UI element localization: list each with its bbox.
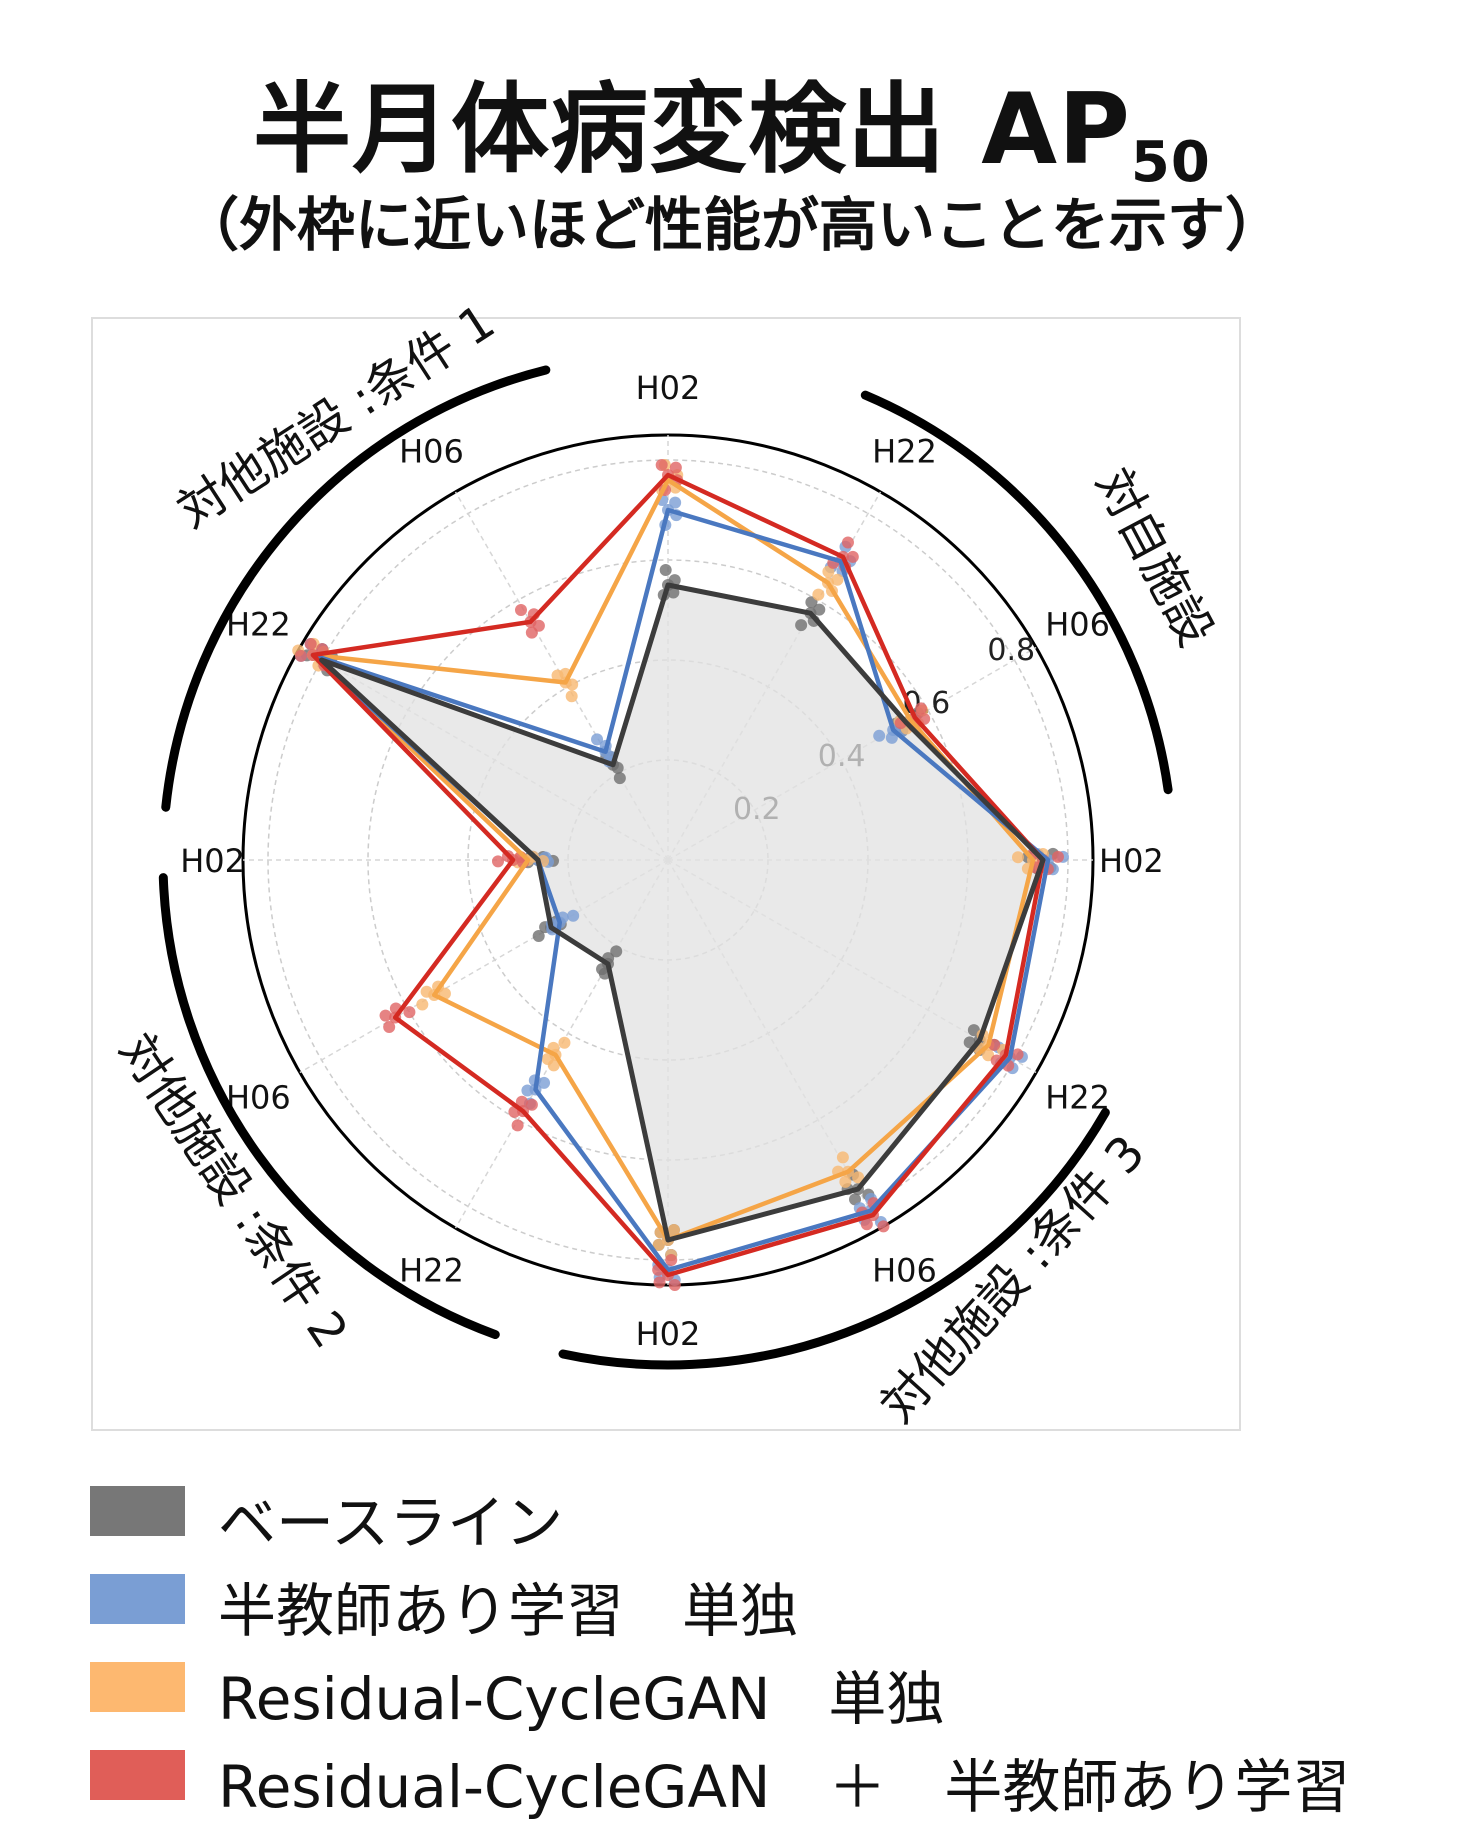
data-point (525, 1098, 538, 1111)
data-point (538, 1076, 551, 1089)
data-point (379, 1009, 392, 1022)
data-point (565, 690, 578, 703)
plot-frame (91, 317, 1241, 1431)
data-point (860, 1218, 873, 1231)
group-arc (161, 365, 551, 812)
legend-label: ベースライン (218, 1489, 564, 1557)
data-point (653, 1276, 666, 1289)
data-point (667, 1223, 680, 1236)
data-point (841, 536, 854, 549)
data-point (846, 550, 859, 563)
axis-label: H22 (226, 606, 291, 644)
axis-label: H06 (1045, 606, 1110, 644)
legend-label: Residual-CycleGAN ＋ 半教師あり学習 (218, 1753, 1351, 1821)
legend-label: Residual-CycleGAN 単独 (218, 1665, 945, 1733)
data-point (383, 1020, 396, 1033)
legend-swatch (90, 1750, 185, 1800)
data-point (877, 1220, 890, 1233)
axis-label: H02 (180, 842, 245, 880)
axis-label: H22 (1045, 1079, 1110, 1117)
axis-label: H02 (636, 1315, 701, 1353)
grid-spoke (454, 491, 669, 861)
series-line (310, 477, 1036, 1243)
data-point (492, 855, 505, 868)
series-line (310, 472, 1046, 1278)
legend-swatch (90, 1662, 185, 1712)
data-point (852, 1171, 865, 1184)
axis-label: H06 (399, 432, 464, 470)
data-point (1011, 851, 1024, 864)
chart-subtitle: （外枠に近いほど性能が高いことを示す） (180, 191, 1283, 259)
data-point (514, 604, 527, 617)
data-point (532, 930, 545, 943)
group-arc (860, 390, 1173, 795)
title-subscript: 50 (1130, 130, 1211, 195)
data-point (665, 1253, 678, 1266)
grid-spoke (299, 859, 669, 1074)
data-point (795, 619, 808, 632)
data-point (511, 1119, 524, 1132)
axis-label: H06 (226, 1079, 291, 1117)
data-point (567, 909, 580, 922)
data-point (669, 461, 682, 474)
grid-spoke (454, 859, 669, 1229)
data-point (659, 564, 672, 577)
data-point (822, 565, 835, 578)
baseline-area (321, 585, 1043, 1240)
data-point (591, 733, 604, 746)
data-point (558, 1036, 571, 1049)
data-point (839, 1175, 852, 1188)
data-point (873, 729, 886, 742)
data-point (1051, 850, 1064, 863)
data-point (836, 1151, 849, 1164)
axis-label: H22 (872, 432, 937, 470)
data-point (849, 1193, 861, 1206)
title-text: 半月体病変検出 AP (253, 73, 1131, 187)
group-arc (158, 873, 500, 1340)
data-point (915, 702, 928, 715)
data-point (610, 945, 623, 958)
chart-title: 半月体病変検出 AP50 (0, 50, 1464, 195)
axis-labels: H02 H22 H06 H02 H22 H06 H02 H22 H06 H02 H22 H06 (180, 369, 1164, 1353)
series-line (319, 582, 1046, 1243)
data-point (668, 1278, 681, 1291)
data-point (613, 772, 626, 785)
radial-tick-label: 0.8 (987, 633, 1035, 668)
data-point (655, 459, 668, 472)
data-point (805, 596, 818, 609)
group-arc (558, 1108, 1110, 1370)
data-point (652, 1238, 665, 1251)
axis-label: H02 (1099, 842, 1164, 880)
data-point (416, 998, 429, 1011)
grid-spoke (667, 646, 1037, 861)
data-point (403, 1006, 416, 1019)
data-point (831, 573, 844, 586)
legend-swatch (90, 1574, 185, 1624)
data-point (812, 588, 825, 601)
axis-label: H06 (872, 1252, 937, 1290)
axis-label: H02 (636, 369, 701, 407)
data-point (669, 496, 682, 509)
data-point (967, 1024, 980, 1037)
legend-swatch (90, 1486, 185, 1536)
data-point (515, 1095, 528, 1108)
axis-label: H22 (399, 1252, 464, 1290)
frame-rect (91, 317, 1241, 1431)
data-point (294, 649, 307, 662)
data-point (304, 638, 317, 651)
data-point (1011, 1048, 1024, 1061)
series-layer (292, 459, 1069, 1291)
legend-label: 半教師あり学習 単独 (218, 1577, 799, 1645)
